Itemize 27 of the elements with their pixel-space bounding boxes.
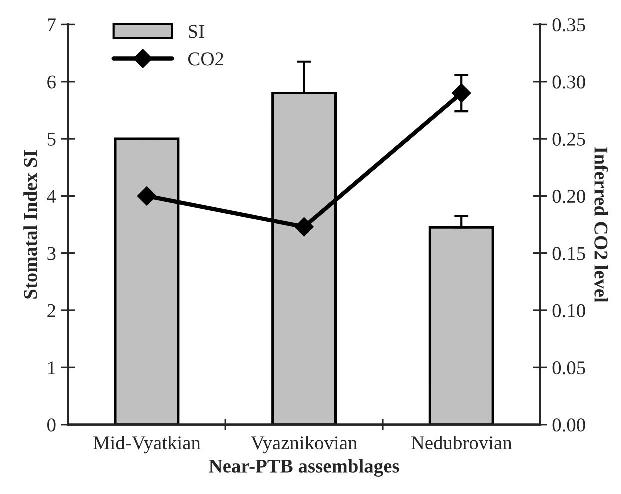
legend-label: SI bbox=[189, 25, 204, 38]
y-tick-label: 0 bbox=[48, 418, 56, 432]
x-tick-label: Mid-Vyatkian bbox=[94, 436, 201, 454]
x-tick-label: Vyaznikovian bbox=[251, 436, 358, 454]
y-tick-label: 6 bbox=[48, 76, 56, 89]
y-axis-title: Stomatal Index SI bbox=[24, 150, 38, 299]
y-tick-label: 7 bbox=[48, 18, 56, 32]
y-tick-label: 5 bbox=[48, 133, 56, 146]
point bbox=[294, 218, 314, 237]
y2-axis-title: Inferred CO2 level bbox=[594, 147, 609, 303]
y2-tick-label: 0.05 bbox=[552, 361, 586, 375]
x-tick-label: Nedubrovian bbox=[411, 436, 512, 450]
legend-label: CO2 bbox=[188, 52, 224, 66]
y2-tick-label: 0.30 bbox=[552, 76, 586, 89]
y2-tick-label: 0.25 bbox=[552, 132, 586, 146]
y2-tick-label: 0.00 bbox=[552, 418, 586, 432]
y-tick-label: 1 bbox=[48, 362, 56, 374]
y-tick-label: 4 bbox=[47, 190, 56, 203]
y-tick-label: 2 bbox=[48, 304, 56, 318]
y2-tick-label: 0.20 bbox=[552, 190, 586, 204]
y2-tick-label: 0.35 bbox=[552, 18, 586, 32]
point bbox=[137, 186, 157, 206]
bar bbox=[428, 226, 494, 425]
y2-tick-label: 0.10 bbox=[552, 304, 586, 318]
y-tick-label: 3 bbox=[48, 247, 56, 260]
y2-tick-label: 0.15 bbox=[552, 247, 586, 260]
x-axis-title: Near-PTB assemblages bbox=[209, 459, 400, 477]
